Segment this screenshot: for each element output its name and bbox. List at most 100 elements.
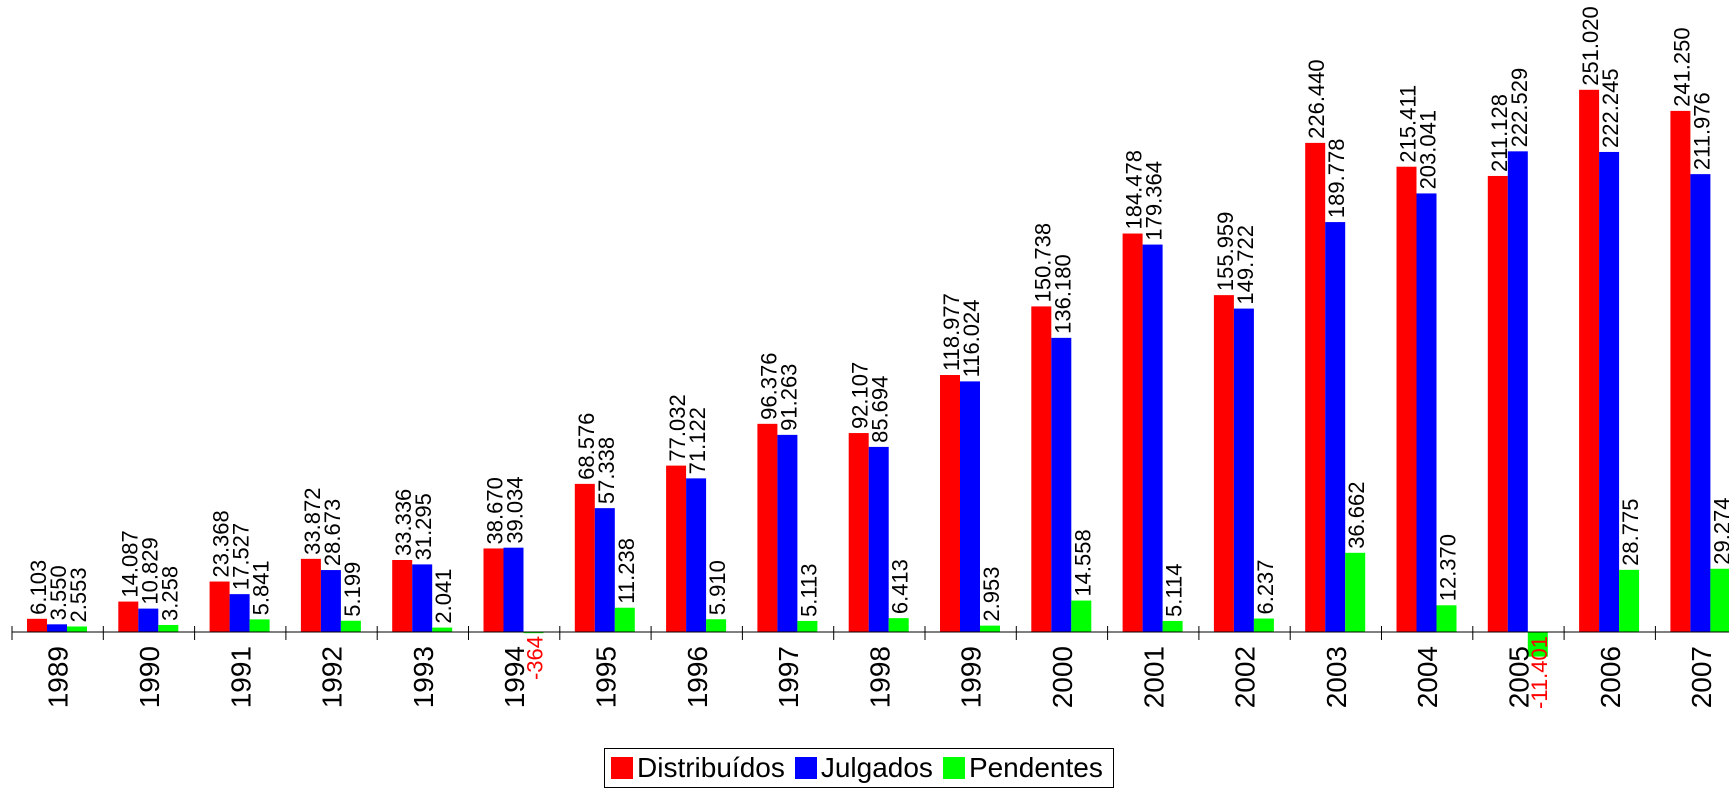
bar-pendentes-2000: [1071, 600, 1092, 632]
data-label-distribuídos-2003: 226.440: [1304, 59, 1329, 139]
data-label-pendentes-2002: 6.237: [1253, 559, 1278, 614]
data-label-pendentes-1994: -364: [523, 636, 548, 680]
x-tick-label-1990: 1990: [134, 646, 165, 708]
data-label-julgados-1991: 17.527: [229, 523, 254, 590]
bar-distribuídos-2007: [1670, 110, 1691, 632]
data-label-julgados-2006: 222.245: [1598, 68, 1623, 148]
data-label-distribuídos-1992: 33.872: [300, 488, 325, 555]
data-label-pendentes-1999: 2.953: [979, 567, 1004, 622]
bar-pendentes-1996: [706, 619, 727, 632]
bar-julgados-2002: [1233, 308, 1254, 632]
x-tick-label-1994: 1994: [499, 646, 530, 708]
legend-swatch-pendentes: [942, 757, 965, 779]
bar-julgados-1995: [594, 508, 615, 632]
data-label-distribuídos-1994: 38.670: [483, 477, 508, 544]
legend: Distribuídos Julgados Pendentes: [604, 748, 1114, 788]
bar-pendentes-2003: [1345, 552, 1366, 632]
bar-julgados-2006: [1599, 151, 1620, 632]
legend-item-julgados: Julgados: [794, 752, 933, 784]
data-label-distribuídos-2006: 251.020: [1578, 6, 1603, 86]
data-label-julgados-1990: 10.829: [137, 537, 162, 604]
bar-pendentes-1993: [432, 627, 453, 632]
data-label-julgados-2001: 179.364: [1142, 161, 1167, 241]
data-label-pendentes-1991: 5.841: [249, 560, 274, 615]
legend-label-julgados: Julgados: [820, 752, 933, 783]
data-label-distribuídos-2002: 155.959: [1213, 212, 1238, 292]
bar-pendentes-1995: [614, 607, 635, 632]
data-label-distribuídos-1989: 6.103: [26, 560, 51, 615]
x-tick-label-1989: 1989: [43, 646, 74, 708]
data-label-julgados-1996: 71.122: [685, 407, 710, 474]
data-label-julgados-2002: 149.722: [1233, 225, 1258, 305]
bar-julgados-2004: [1416, 193, 1437, 632]
bar-julgados-1993: [412, 564, 433, 632]
legend-item-distribuidos: Distribuídos: [611, 752, 785, 784]
data-label-distribuídos-1993: 33.336: [391, 489, 416, 556]
data-label-julgados-1992: 28.673: [320, 499, 345, 566]
bar-distribuídos-1998: [848, 433, 869, 632]
bar-julgados-2000: [1051, 337, 1072, 632]
bar-distribuídos-1994: [483, 548, 504, 632]
bar-pendentes-1994: [523, 632, 544, 634]
data-label-distribuídos-1990: 14.087: [117, 530, 142, 597]
data-label-pendentes-1993: 2.041: [431, 569, 456, 624]
bar-pendentes-1991: [249, 619, 270, 632]
bar-julgados-1989: [47, 624, 67, 632]
data-label-julgados-2007: 211.976: [1689, 92, 1714, 170]
x-tick-label-1999: 1999: [956, 646, 987, 708]
x-tick-label-2004: 2004: [1412, 646, 1443, 708]
data-label-julgados-1993: 31.295: [411, 493, 436, 560]
bar-distribuídos-1992: [300, 558, 321, 632]
bar-pendentes-2007: [1710, 568, 1729, 632]
bar-julgados-2001: [1142, 244, 1163, 632]
data-label-pendentes-1996: 5.910: [705, 560, 730, 615]
x-tick-label-1995: 1995: [590, 646, 621, 708]
x-tick-label-2001: 2001: [1138, 646, 1169, 708]
data-label-pendentes-1992: 5.199: [340, 562, 365, 617]
bar-pendentes-2005: [1527, 632, 1548, 657]
bar-distribuídos-2006: [1579, 89, 1600, 632]
bar-distribuídos-1997: [757, 423, 778, 632]
bar-julgados-1990: [138, 608, 159, 632]
bar-distribuídos-1995: [574, 483, 595, 632]
data-label-pendentes-1997: 5.113: [796, 564, 821, 617]
bar-julgados-2003: [1325, 222, 1346, 632]
data-label-julgados-1997: 91.263: [776, 364, 801, 431]
x-tick-label-1993: 1993: [408, 646, 439, 708]
data-label-distribuídos-1991: 23.368: [209, 510, 234, 577]
bar-pendentes-1990: [158, 624, 179, 632]
data-label-julgados-2004: 203.041: [1416, 110, 1441, 190]
bar-pendentes-2001: [1162, 620, 1183, 632]
bar-distribuídos-1996: [666, 465, 687, 632]
data-label-julgados-1998: 85.694: [868, 376, 893, 443]
bar-pendentes-1989: [67, 626, 87, 632]
data-label-distribuídos-1999: 118.977: [939, 293, 964, 371]
data-label-distribuídos-2001: 184.478: [1122, 150, 1147, 230]
bar-pendentes-1992: [340, 620, 361, 632]
bar-julgados-1996: [686, 478, 707, 632]
bar-distribuídos-2000: [1031, 306, 1052, 632]
bar-pendentes-1997: [797, 620, 818, 632]
legend-swatch-julgados: [794, 757, 817, 779]
data-label-pendentes-1990: 3.258: [157, 566, 182, 621]
x-tick-label-1991: 1991: [225, 646, 256, 708]
bar-distribuídos-1990: [118, 601, 139, 632]
data-label-pendentes-2003: 36.662: [1344, 482, 1369, 549]
bar-julgados-2005: [1507, 151, 1528, 633]
legend-item-pendentes: Pendentes: [942, 752, 1103, 784]
data-label-julgados-1994: 39.034: [503, 476, 528, 543]
bar-distribuídos-2004: [1396, 166, 1417, 633]
bar-julgados-1997: [777, 434, 798, 632]
x-tick-label-1997: 1997: [773, 646, 804, 708]
data-label-pendentes-2001: 5.114: [1162, 564, 1187, 617]
bar-pendentes-2004: [1436, 605, 1457, 632]
bar-julgados-1992: [320, 570, 341, 632]
legend-label-pendentes: Pendentes: [968, 752, 1103, 783]
data-label-pendentes-2005: -11.401: [1527, 636, 1552, 709]
data-label-julgados-2000: 136.180: [1050, 254, 1075, 334]
data-label-distribuídos-2000: 150.738: [1030, 223, 1055, 303]
bar-pendentes-2006: [1619, 569, 1640, 632]
data-label-distribuídos-1997: 96.376: [756, 353, 781, 420]
